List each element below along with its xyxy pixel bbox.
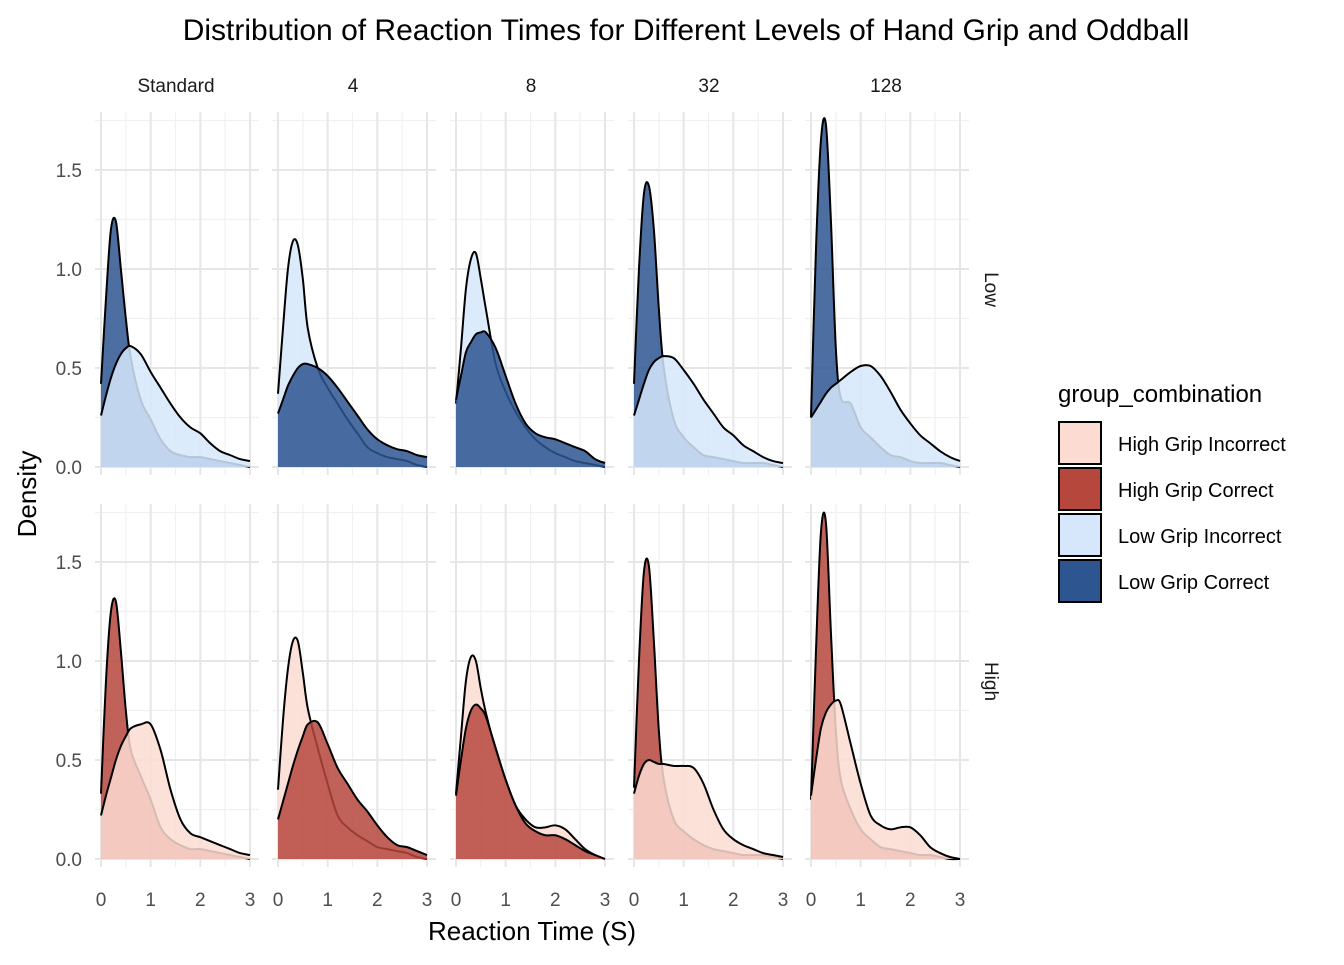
panel-low-32: 32 bbox=[628, 76, 792, 475]
legend-title: group_combination bbox=[1058, 381, 1262, 408]
y-tick-label: 1.0 bbox=[56, 260, 82, 281]
chart-title: Distribution of Reaction Times for Diffe… bbox=[183, 14, 1190, 47]
x-tick-label: 3 bbox=[778, 890, 789, 911]
density-area-high-grip-incorrect bbox=[101, 722, 250, 859]
facet-row-label: High bbox=[980, 662, 1001, 701]
legend: group_combination High Grip Incorrect Hig… bbox=[1058, 381, 1286, 603]
facet-column-label: 4 bbox=[348, 76, 359, 97]
facet-column-label: 32 bbox=[698, 76, 719, 97]
density-line-high-grip-incorrect bbox=[100, 721, 251, 857]
x-tick-label: 3 bbox=[955, 890, 966, 911]
x-axis-label: Reaction Time (S) bbox=[428, 916, 636, 946]
x-tick-label: 3 bbox=[245, 890, 256, 911]
x-tick-label: 1 bbox=[322, 890, 333, 911]
panel-low-4: 4 bbox=[272, 76, 436, 475]
x-tick-label: 1 bbox=[145, 890, 156, 911]
density-area-low-grip-incorrect bbox=[634, 356, 783, 467]
density-line-high-grip-incorrect bbox=[810, 698, 961, 860]
density-area-high-grip-incorrect bbox=[811, 699, 960, 859]
x-tick-label: 2 bbox=[195, 890, 206, 911]
density-area-high-grip-incorrect bbox=[634, 759, 783, 859]
legend-key-low-grip-incorrect bbox=[1058, 513, 1102, 557]
x-tick-label: 1 bbox=[500, 890, 511, 911]
y-tick-label: 1.5 bbox=[56, 161, 82, 182]
legend-label: Low Grip Incorrect bbox=[1118, 526, 1282, 548]
y-tick-label: 1.5 bbox=[56, 553, 82, 574]
legend-label: High Grip Correct bbox=[1118, 480, 1274, 502]
panel-low-128: 128 bbox=[805, 76, 969, 475]
density-area-high-grip-correct bbox=[278, 720, 427, 859]
density-area-low-grip-correct bbox=[278, 363, 427, 467]
x-tick-label: 2 bbox=[728, 890, 739, 911]
panel-high-128: 0 1 2 3 bbox=[805, 504, 969, 911]
facet-column-label: Standard bbox=[137, 76, 214, 97]
facet-column-label: 128 bbox=[870, 76, 902, 97]
panel-low-standard: Standard 0.0 0.5 1.0 1.5 bbox=[56, 76, 259, 479]
density-area-low-grip-incorrect bbox=[811, 365, 960, 467]
density-line-low-grip-correct bbox=[277, 362, 428, 459]
density-line-low-grip-incorrect bbox=[633, 355, 784, 465]
x-tick-label: 2 bbox=[550, 890, 561, 911]
legend-label: Low Grip Correct bbox=[1118, 572, 1270, 594]
density-line-low-grip-correct bbox=[455, 330, 606, 464]
legend-key-high-grip-correct bbox=[1058, 467, 1102, 511]
x-tick-label: 0 bbox=[629, 890, 640, 911]
density-line-high-grip-correct bbox=[455, 703, 606, 860]
legend-label: High Grip Incorrect bbox=[1118, 434, 1286, 456]
x-tick-label: 1 bbox=[678, 890, 689, 911]
x-tick-label: 0 bbox=[96, 890, 107, 911]
density-line-low-grip-incorrect bbox=[100, 344, 251, 463]
panel-high-4: 0 1 2 3 bbox=[272, 504, 436, 911]
y-tick-label: 0.0 bbox=[56, 850, 82, 871]
x-tick-label: 0 bbox=[451, 890, 462, 911]
x-tick-label: 3 bbox=[600, 890, 611, 911]
y-tick-label: 1.0 bbox=[56, 652, 82, 673]
y-tick-label: 0.5 bbox=[56, 751, 82, 772]
facet-row-label: Low bbox=[980, 272, 1001, 307]
x-tick-label: 1 bbox=[855, 890, 866, 911]
x-tick-label: 0 bbox=[806, 890, 817, 911]
x-tick-label: 2 bbox=[905, 890, 916, 911]
panel-high-32: 0 1 2 3 bbox=[628, 504, 792, 911]
y-tick-label: 0.0 bbox=[56, 458, 82, 479]
density-line-high-grip-correct bbox=[277, 719, 428, 856]
x-tick-label: 0 bbox=[273, 890, 284, 911]
density-area-low-grip-incorrect bbox=[101, 345, 250, 467]
density-line-high-grip-incorrect bbox=[633, 758, 784, 859]
density-area-low-grip-correct bbox=[456, 331, 605, 467]
legend-key-low-grip-correct bbox=[1058, 559, 1102, 603]
y-axis-label: Density bbox=[12, 451, 42, 538]
x-tick-label: 3 bbox=[422, 890, 433, 911]
density-line-low-grip-incorrect bbox=[810, 364, 961, 462]
panel-high-8: 0 1 2 3 bbox=[450, 504, 614, 911]
panel-low-8: 8 bbox=[450, 76, 614, 475]
facet-column-label: 8 bbox=[526, 76, 537, 97]
panel-high-standard: 0 1 2 3 0.0 0.5 1.0 1.5 bbox=[56, 504, 259, 911]
y-tick-label: 0.5 bbox=[56, 359, 82, 380]
x-tick-label: 2 bbox=[372, 890, 383, 911]
legend-key-high-grip-incorrect bbox=[1058, 421, 1102, 465]
